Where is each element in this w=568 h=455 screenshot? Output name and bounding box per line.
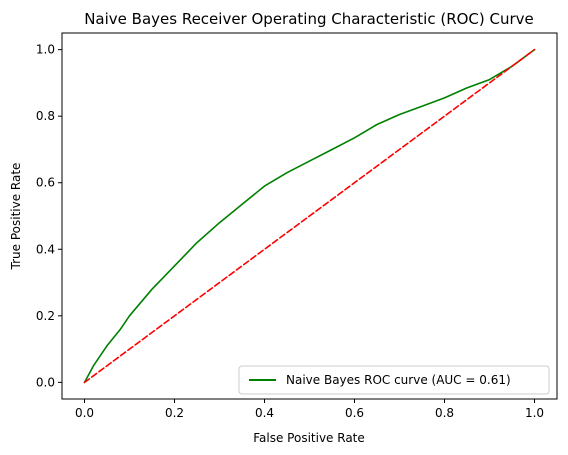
x-tick-label: 0.4 <box>255 406 274 420</box>
x-axis-ticks: 0.0 0.2 0.4 0.6 0.8 1.0 <box>75 399 544 420</box>
y-tick-label: 0.6 <box>36 176 55 190</box>
legend-label-naive-bayes: Naive Bayes ROC curve (AUC = 0.61) <box>286 373 511 387</box>
x-tick-label: 0.8 <box>435 406 454 420</box>
roc-curve-line <box>83 48 536 384</box>
legend-box <box>238 365 550 395</box>
y-axis-label: True Positive Rate <box>9 163 23 271</box>
y-tick-label: 0.0 <box>36 375 55 389</box>
series-layer <box>83 48 536 384</box>
x-tick-label: 0.2 <box>165 406 184 420</box>
y-tick-label: 0.8 <box>36 109 55 123</box>
x-tick-label: 0.0 <box>75 406 94 420</box>
legend: Naive Bayes ROC curve (AUC = 0.61) <box>238 365 550 395</box>
y-axis-ticks: 0.0 0.2 0.4 0.6 0.8 1.0 <box>36 43 62 389</box>
x-tick-label: 0.6 <box>345 406 364 420</box>
x-axis-label: False Positive Rate <box>253 431 365 445</box>
plot-frame <box>61 32 558 400</box>
x-tick-label: 1.0 <box>525 406 544 420</box>
y-tick-label: 1.0 <box>36 43 55 57</box>
chart-title: Naive Bayes Receiver Operating Character… <box>84 10 534 28</box>
y-tick-label: 0.4 <box>36 242 55 256</box>
y-tick-label: 0.2 <box>36 309 55 323</box>
chance-diagonal-line <box>83 48 536 384</box>
